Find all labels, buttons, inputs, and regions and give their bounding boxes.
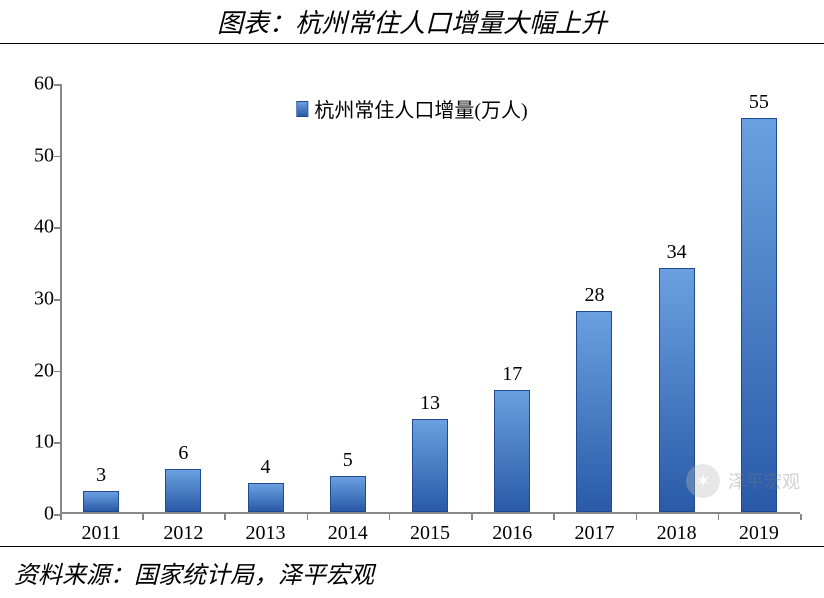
- x-tick-mark: [224, 514, 226, 520]
- y-tick-label: 60: [18, 73, 54, 96]
- y-tick-mark: [54, 84, 60, 86]
- wechat-icon: ✶: [686, 464, 720, 498]
- x-tick-mark: [307, 514, 309, 520]
- y-tick-mark: [54, 227, 60, 229]
- x-tick-label: 2019: [724, 522, 794, 545]
- bar-value-label: 4: [236, 456, 296, 479]
- x-tick-mark: [553, 514, 555, 520]
- y-tick-mark: [54, 299, 60, 301]
- bar: [494, 390, 530, 512]
- chart-title: 图表：杭州常住人口增量大幅上升: [217, 3, 607, 40]
- bar-value-label: 55: [729, 91, 789, 114]
- bar-value-label: 5: [318, 449, 378, 472]
- x-tick-label: 2016: [477, 522, 547, 545]
- x-tick-label: 2012: [148, 522, 218, 545]
- bar-value-label: 3: [71, 464, 131, 487]
- x-tick-mark: [142, 514, 144, 520]
- chart-container: 图表：杭州常住人口增量大幅上升 杭州常住人口增量(万人) 36451317283…: [0, 0, 824, 598]
- y-tick-label: 0: [18, 503, 54, 526]
- bar-value-label: 6: [153, 442, 213, 465]
- bar: [741, 118, 777, 512]
- y-tick-label: 20: [18, 359, 54, 382]
- x-tick-mark: [800, 514, 802, 520]
- x-tick-label: 2011: [66, 522, 136, 545]
- x-tick-mark: [471, 514, 473, 520]
- x-tick-mark: [636, 514, 638, 520]
- x-tick-label: 2017: [559, 522, 629, 545]
- bar: [165, 469, 201, 512]
- y-tick-mark: [54, 371, 60, 373]
- bar: [248, 483, 284, 512]
- bar-value-label: 17: [482, 363, 542, 386]
- bar: [83, 491, 119, 513]
- x-tick-label: 2014: [313, 522, 383, 545]
- bar: [576, 311, 612, 512]
- plot-area: 3645 13 17 28 34 55: [60, 84, 800, 514]
- y-tick-label: 30: [18, 288, 54, 311]
- x-tick-label: 2018: [642, 522, 712, 545]
- chart-area: 杭州常住人口增量(万人) 36451317283455 ✶ 泽平宏观 01020…: [0, 44, 824, 546]
- chart-title-row: 图表：杭州常住人口增量大幅上升: [0, 0, 824, 44]
- y-tick-mark: [54, 156, 60, 158]
- x-tick-mark: [60, 514, 62, 520]
- y-tick-mark: [54, 442, 60, 444]
- x-tick-label: 2015: [395, 522, 465, 545]
- x-tick-label: 2013: [231, 522, 301, 545]
- bar-value-label: 13: [400, 392, 460, 415]
- x-tick-mark: [389, 514, 391, 520]
- source-row: 资料来源：国家统计局，泽平宏观: [0, 546, 824, 598]
- bar-value-label: 34: [647, 241, 707, 264]
- x-tick-mark: [718, 514, 720, 520]
- y-tick-label: 50: [18, 144, 54, 167]
- watermark-text: 泽平宏观: [728, 468, 800, 494]
- bar: [330, 476, 366, 512]
- y-tick-label: 10: [18, 431, 54, 454]
- watermark: ✶ 泽平宏观: [686, 464, 800, 498]
- bar-value-label: 28: [564, 284, 624, 307]
- source-text: 资料来源：国家统计局，泽平宏观: [14, 555, 374, 590]
- bar: [412, 419, 448, 512]
- y-tick-label: 40: [18, 216, 54, 239]
